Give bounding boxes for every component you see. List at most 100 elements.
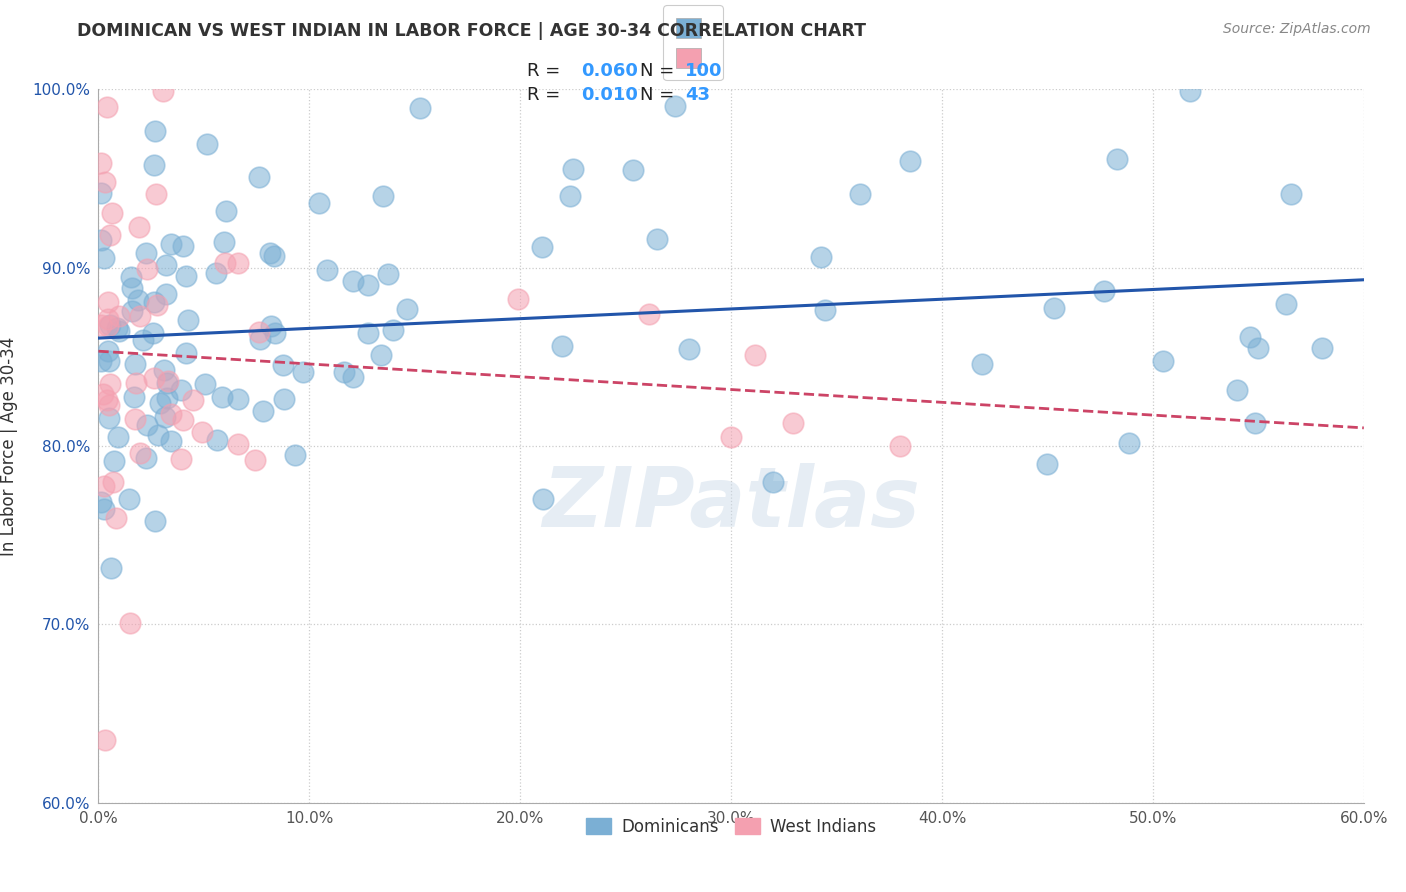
Point — [156, 374, 179, 388]
Point — [90, 186, 112, 200]
Point — [143, 514, 166, 528]
Point — [1226, 383, 1249, 397]
Point — [1244, 416, 1267, 430]
Point — [104, 511, 127, 525]
Point — [1275, 296, 1298, 310]
Point — [121, 304, 143, 318]
Point — [211, 390, 233, 404]
Point — [177, 313, 200, 327]
Point — [107, 430, 129, 444]
Point — [371, 189, 394, 203]
Point — [271, 358, 294, 372]
Point — [273, 392, 295, 407]
Point — [155, 258, 177, 272]
Point — [107, 310, 129, 324]
Point — [128, 220, 150, 235]
Point — [1239, 329, 1261, 343]
Point — [1310, 341, 1333, 355]
Point — [533, 491, 555, 506]
Point — [98, 411, 121, 425]
Point — [214, 256, 236, 270]
Point — [195, 136, 218, 151]
Text: N =: N = — [640, 87, 679, 104]
Point — [143, 371, 166, 385]
Point — [93, 479, 115, 493]
Point — [810, 250, 832, 264]
Point — [152, 84, 174, 98]
Point — [308, 196, 330, 211]
Point — [93, 733, 117, 747]
Point — [247, 169, 270, 184]
Point — [377, 267, 399, 281]
Point — [143, 158, 166, 172]
Point — [156, 392, 179, 406]
Point — [97, 354, 120, 368]
Point — [1247, 341, 1270, 355]
Point — [152, 363, 174, 377]
Text: 0.010: 0.010 — [581, 87, 637, 104]
Point — [214, 235, 236, 250]
Text: 43: 43 — [685, 87, 710, 104]
Point — [97, 294, 120, 309]
Point — [90, 156, 112, 170]
Point — [260, 318, 283, 333]
Point — [562, 162, 585, 177]
Point — [96, 392, 118, 407]
Point — [342, 369, 364, 384]
Point — [160, 236, 183, 251]
Point — [101, 206, 124, 220]
Point — [205, 266, 228, 280]
Point — [100, 318, 122, 333]
Point — [93, 502, 115, 516]
Point — [160, 434, 183, 448]
Point — [814, 303, 837, 318]
Point — [143, 124, 166, 138]
Point — [252, 404, 274, 418]
Text: ZIPatlas: ZIPatlas — [543, 463, 920, 543]
Point — [174, 346, 197, 360]
Point — [155, 287, 177, 301]
Point — [129, 446, 152, 460]
Point — [93, 251, 115, 265]
Point — [90, 353, 112, 368]
Point — [136, 262, 159, 277]
Point — [259, 245, 281, 260]
Point — [135, 246, 157, 260]
Point — [169, 452, 191, 467]
Point — [101, 475, 124, 489]
Point — [226, 256, 249, 270]
Point — [970, 357, 993, 371]
Point — [127, 293, 149, 308]
Point — [316, 263, 339, 277]
Point — [118, 615, 141, 630]
Point — [124, 412, 146, 426]
Point — [149, 396, 172, 410]
Point — [243, 453, 266, 467]
Point — [226, 437, 249, 451]
Point — [191, 425, 214, 439]
Point — [782, 417, 804, 431]
Point — [1043, 301, 1066, 315]
Point — [342, 274, 364, 288]
Point — [103, 454, 125, 468]
Point — [720, 430, 742, 444]
Point — [97, 319, 120, 334]
Point — [247, 325, 270, 339]
Point — [145, 186, 167, 201]
Point — [96, 99, 118, 113]
Point — [174, 269, 197, 284]
Point — [678, 342, 700, 356]
Text: N =: N = — [640, 62, 679, 80]
Point — [136, 418, 159, 433]
Point — [121, 281, 143, 295]
Point — [744, 348, 766, 362]
Point — [900, 153, 922, 168]
Point — [100, 561, 122, 575]
Point — [142, 326, 165, 340]
Point — [98, 376, 121, 391]
Point — [1180, 84, 1202, 98]
Point — [849, 186, 872, 201]
Point — [370, 349, 392, 363]
Point — [129, 309, 152, 323]
Point — [93, 175, 115, 189]
